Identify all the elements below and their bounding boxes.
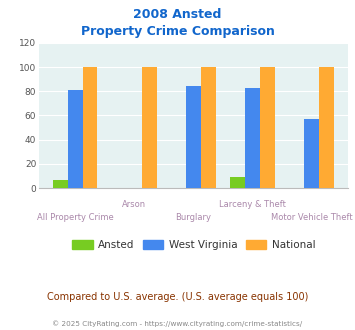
- Bar: [142, 67, 157, 188]
- Text: Burglary: Burglary: [175, 213, 212, 222]
- Bar: [53, 180, 68, 188]
- Bar: [186, 86, 201, 188]
- Text: © 2025 CityRating.com - https://www.cityrating.com/crime-statistics/: © 2025 CityRating.com - https://www.city…: [53, 320, 302, 327]
- Bar: [304, 119, 319, 188]
- Bar: [260, 67, 275, 188]
- Legend: Ansted, West Virginia, National: Ansted, West Virginia, National: [69, 237, 318, 253]
- Bar: [83, 67, 97, 188]
- Bar: [319, 67, 334, 188]
- Bar: [230, 177, 245, 188]
- Bar: [245, 88, 260, 188]
- Text: Compared to U.S. average. (U.S. average equals 100): Compared to U.S. average. (U.S. average …: [47, 292, 308, 302]
- Text: Arson: Arson: [122, 200, 146, 209]
- Bar: [201, 67, 215, 188]
- Text: All Property Crime: All Property Crime: [37, 213, 114, 222]
- Text: 2008 Ansted: 2008 Ansted: [133, 8, 222, 21]
- Text: Larceny & Theft: Larceny & Theft: [219, 200, 286, 209]
- Text: Property Crime Comparison: Property Crime Comparison: [81, 25, 274, 38]
- Bar: [68, 90, 83, 188]
- Text: Motor Vehicle Theft: Motor Vehicle Theft: [271, 213, 353, 222]
